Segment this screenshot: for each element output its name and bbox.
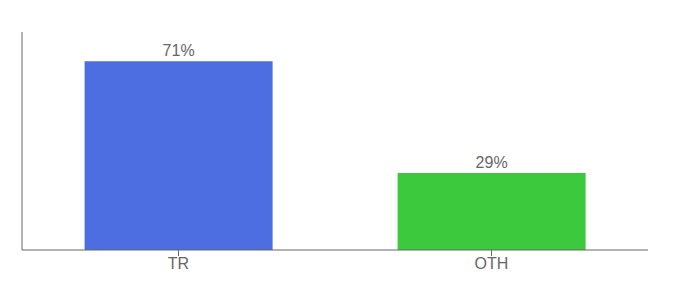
svg-text:71%: 71%	[163, 42, 195, 59]
svg-text:29%: 29%	[476, 154, 508, 171]
svg-text:TR: TR	[168, 255, 189, 272]
svg-text:OTH: OTH	[475, 255, 509, 272]
